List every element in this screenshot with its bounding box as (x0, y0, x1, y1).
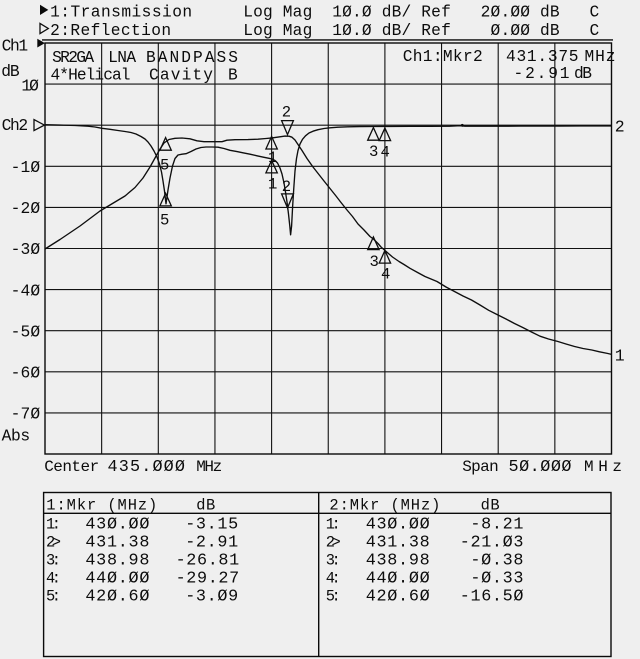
svg-text:431.38: 431.38 (85, 534, 149, 553)
svg-text:-2Ø: -2Ø (11, 199, 41, 218)
svg-text:4:: 4: (46, 570, 61, 588)
svg-text:4: 4 (381, 266, 390, 284)
svg-text:-7Ø: -7Ø (11, 405, 41, 424)
svg-text:435.ØØØ: 435.ØØØ (108, 458, 186, 477)
svg-text:5: 5 (160, 212, 169, 230)
svg-text:-8.21: -8.21 (470, 516, 523, 535)
svg-text:1Ø: 1Ø (21, 76, 39, 95)
svg-text:4:: 4: (326, 570, 341, 588)
svg-text:-3Ø: -3Ø (11, 240, 41, 259)
svg-text:MHz: MHz (585, 48, 616, 66)
svg-text:1: 1 (615, 347, 625, 366)
svg-text:dB: dB (481, 496, 500, 514)
svg-text:SR2GA: SR2GA (52, 49, 94, 67)
svg-text:44Ø.ØØ: 44Ø.ØØ (85, 570, 149, 589)
svg-text:Ch2: Ch2 (2, 116, 29, 135)
svg-text:5:: 5: (326, 588, 341, 606)
svg-text:-Ø.38: -Ø.38 (470, 552, 523, 571)
svg-text:Cavity: Cavity (149, 67, 213, 85)
svg-text:B: B (228, 67, 238, 85)
svg-text:Span: Span (462, 458, 499, 476)
svg-text:-26.81: -26.81 (176, 552, 240, 571)
svg-text:-16.5Ø: -16.5Ø (460, 588, 524, 607)
svg-text:3:: 3: (326, 552, 341, 570)
svg-text:Abs: Abs (2, 426, 31, 445)
svg-text:1:Mkr (MHz): 1:Mkr (MHz) (46, 496, 157, 514)
svg-text:43Ø.ØØ: 43Ø.ØØ (85, 516, 149, 535)
svg-text:MHz: MHz (584, 458, 622, 476)
svg-text:2>: 2> (46, 534, 61, 552)
svg-text:2>: 2> (326, 534, 341, 552)
svg-text:42Ø.6Ø: 42Ø.6Ø (85, 588, 149, 607)
svg-text:2:Reflection: 2:Reflection (50, 22, 171, 40)
svg-text:-2.91: -2.91 (514, 65, 570, 83)
svg-text:3: 3 (370, 253, 379, 271)
svg-text:dB: dB (574, 65, 592, 83)
svg-text:-3.Ø9: -3.Ø9 (185, 588, 238, 607)
svg-text:-4Ø: -4Ø (11, 281, 41, 300)
svg-text:Ch1:Mkr2: Ch1:Mkr2 (403, 48, 483, 66)
svg-text:2: 2 (282, 104, 291, 122)
svg-text:431.38: 431.38 (366, 534, 430, 553)
svg-text:Log Mag 1Ø.Ø dB/ Ref 2Ø.ØØ: Log Mag 1Ø.Ø dB/ Ref 2Ø.ØØ dB C (243, 4, 599, 22)
svg-text:438.98: 438.98 (366, 552, 430, 571)
svg-text:-1Ø: -1Ø (11, 158, 41, 177)
svg-text:BANDPASS: BANDPASS (146, 49, 238, 67)
svg-text:3: 3 (369, 143, 378, 161)
svg-text:-6Ø: -6Ø (11, 364, 41, 383)
svg-text:4*Helical: 4*Helical (51, 67, 131, 85)
svg-text:43Ø.ØØ: 43Ø.ØØ (366, 516, 430, 535)
svg-text:1: 1 (268, 149, 277, 167)
svg-text:42Ø.6Ø: 42Ø.6Ø (366, 588, 430, 607)
svg-text:-Ø.33: -Ø.33 (470, 570, 523, 589)
svg-text:5Ø.ØØØ: 5Ø.ØØØ (509, 458, 572, 477)
svg-text:-5Ø: -5Ø (11, 322, 41, 341)
svg-text:431.375: 431.375 (506, 48, 579, 66)
svg-text:3:: 3: (46, 552, 61, 570)
svg-text:Ch1: Ch1 (2, 36, 29, 55)
svg-text:Center: Center (44, 458, 99, 476)
svg-text:-2.91: -2.91 (185, 534, 238, 553)
svg-text:MHz: MHz (196, 458, 222, 476)
svg-text:1:Transmission: 1:Transmission (50, 4, 192, 22)
svg-text:-21.Ø3: -21.Ø3 (460, 534, 524, 553)
svg-text:-3.15: -3.15 (185, 516, 238, 535)
svg-text:438.98: 438.98 (85, 552, 149, 571)
svg-text:1:: 1: (46, 516, 61, 534)
svg-text:5:: 5: (46, 588, 61, 606)
svg-text:5: 5 (160, 157, 169, 175)
svg-text:2:Mkr (MHz): 2:Mkr (MHz) (329, 496, 440, 514)
svg-text:Log Mag 1Ø.Ø dB/ Ref Ø.ØØ: Log Mag 1Ø.Ø dB/ Ref Ø.ØØ dB C (243, 22, 599, 40)
svg-text:2: 2 (282, 178, 291, 196)
svg-text:dB: dB (1, 62, 20, 81)
svg-text:2: 2 (615, 118, 625, 137)
svg-text:1:: 1: (326, 516, 341, 534)
svg-text:dB: dB (196, 496, 215, 514)
svg-text:1: 1 (268, 176, 277, 194)
svg-text:4: 4 (381, 143, 390, 161)
svg-text:LNA: LNA (108, 49, 136, 67)
svg-text:-29.27: -29.27 (176, 570, 240, 589)
svg-text:44Ø.ØØ: 44Ø.ØØ (366, 570, 430, 589)
